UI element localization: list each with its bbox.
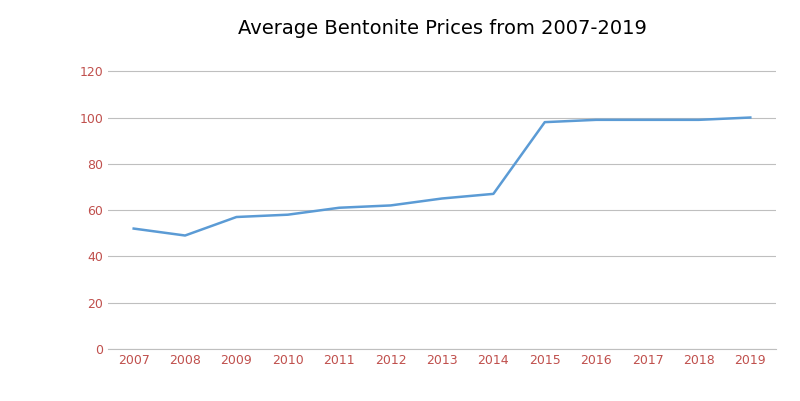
Title: Average Bentonite Prices from 2007-2019: Average Bentonite Prices from 2007-2019 (238, 19, 646, 38)
